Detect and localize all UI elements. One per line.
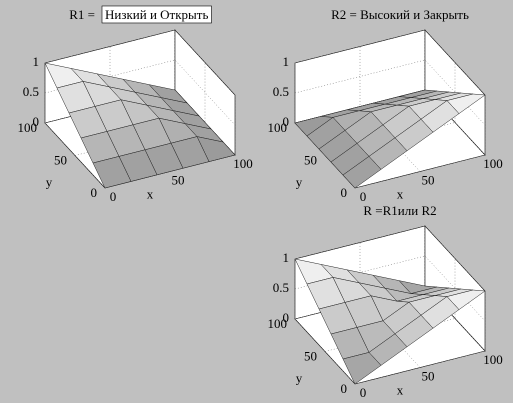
y-tick-label: 100 bbox=[268, 120, 288, 135]
x-axis-label: x bbox=[397, 186, 404, 201]
y-tick-label: 0 bbox=[341, 185, 348, 200]
grid-line bbox=[324, 258, 456, 352]
x-tick-label: 0 bbox=[360, 189, 367, 204]
y-tick-label: 50 bbox=[304, 152, 317, 167]
grid-line bbox=[324, 62, 456, 156]
grid-line bbox=[354, 95, 486, 189]
z-tick-label: 1 bbox=[283, 54, 290, 69]
z-tick-label: 0.5 bbox=[23, 84, 39, 99]
plot-title-box: Низкий и Открыть bbox=[105, 7, 208, 22]
plot-title: R =R1или R2 bbox=[363, 203, 436, 218]
plot-title: R2 = Высокий и Закрыть bbox=[331, 7, 469, 22]
x-tick-label: 0 bbox=[110, 189, 117, 204]
x-tick-label: 0 bbox=[360, 385, 367, 400]
grid-line bbox=[74, 62, 206, 156]
x-axis-label: x bbox=[397, 382, 404, 397]
x-tick-label: 100 bbox=[483, 352, 503, 367]
z-tick-label: 0 bbox=[283, 310, 290, 325]
x-axis-label: x bbox=[147, 186, 154, 201]
plot-title: R1 = bbox=[69, 7, 95, 22]
z-tick-label: 0.5 bbox=[273, 280, 289, 295]
grid-line bbox=[44, 30, 176, 124]
x-tick-label: 50 bbox=[422, 368, 435, 383]
x-tick-label: 50 bbox=[172, 172, 185, 187]
grid-line bbox=[294, 30, 426, 124]
title-box bbox=[101, 5, 212, 24]
y-axis-label: y bbox=[46, 174, 53, 189]
y-tick-label: 0 bbox=[341, 381, 348, 396]
surface-cell bbox=[342, 156, 382, 189]
z-tick-label: 1 bbox=[283, 250, 290, 265]
surface-cell bbox=[92, 156, 132, 189]
x-tick-label: 50 bbox=[422, 172, 435, 187]
y-tick-label: 0 bbox=[91, 185, 98, 200]
x-tick-label: 100 bbox=[233, 156, 253, 171]
z-tick-label: 0 bbox=[33, 114, 40, 129]
y-tick-label: 50 bbox=[54, 152, 67, 167]
z-tick-label: 1 bbox=[33, 54, 40, 69]
y-tick-label: 50 bbox=[304, 348, 317, 363]
y-tick-label: 100 bbox=[18, 120, 38, 135]
y-axis-label: y bbox=[296, 370, 303, 385]
z-tick-label: 0.5 bbox=[273, 84, 289, 99]
x-tick-label: 100 bbox=[483, 156, 503, 171]
z-tick-label: 0 bbox=[283, 114, 290, 129]
y-axis-label: y bbox=[296, 174, 303, 189]
y-tick-label: 100 bbox=[268, 316, 288, 331]
grid-line bbox=[354, 291, 486, 385]
grid-line bbox=[294, 226, 426, 320]
surface-cell bbox=[342, 352, 382, 385]
grid-line bbox=[104, 95, 236, 189]
